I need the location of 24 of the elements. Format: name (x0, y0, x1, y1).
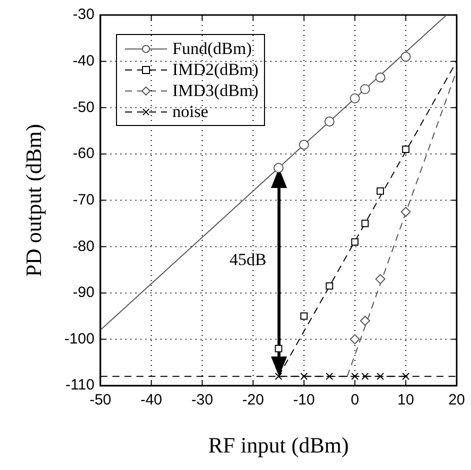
x-tick-label: 0 (350, 392, 360, 409)
legend-label: IMD2(dBm) (172, 59, 258, 80)
y-tick-label: -100 (64, 330, 94, 348)
y-tick-label: -70 (72, 191, 94, 208)
x-axis-title: RF input (dBm) (208, 432, 349, 458)
y-tick-label: -60 (72, 145, 94, 162)
y-axis-title: PD output (dBm) (20, 124, 46, 277)
x-tick-label: -30 (191, 392, 214, 409)
x-tick-label: -20 (242, 392, 264, 409)
y-tick-label: -80 (72, 238, 94, 255)
y-tick-label: -30 (72, 6, 94, 24)
x-tick-label: 20 (448, 392, 465, 409)
x-tick-label: 10 (397, 392, 414, 409)
legend-label: noise (172, 101, 208, 122)
y-tick-label: -110 (66, 376, 94, 394)
y-tick-label: -50 (72, 98, 94, 116)
x-tick-label: -50 (90, 392, 112, 409)
annotation: 45dB (230, 250, 266, 270)
x-tick-label: -40 (140, 392, 162, 409)
x-tick-label: -10 (293, 392, 315, 409)
legend-label: Fund(dBm) (172, 38, 252, 59)
y-tick-label: -90 (72, 284, 94, 302)
y-tick-label: -40 (72, 52, 94, 70)
legend-label: IMD3(dBm) (172, 80, 258, 101)
